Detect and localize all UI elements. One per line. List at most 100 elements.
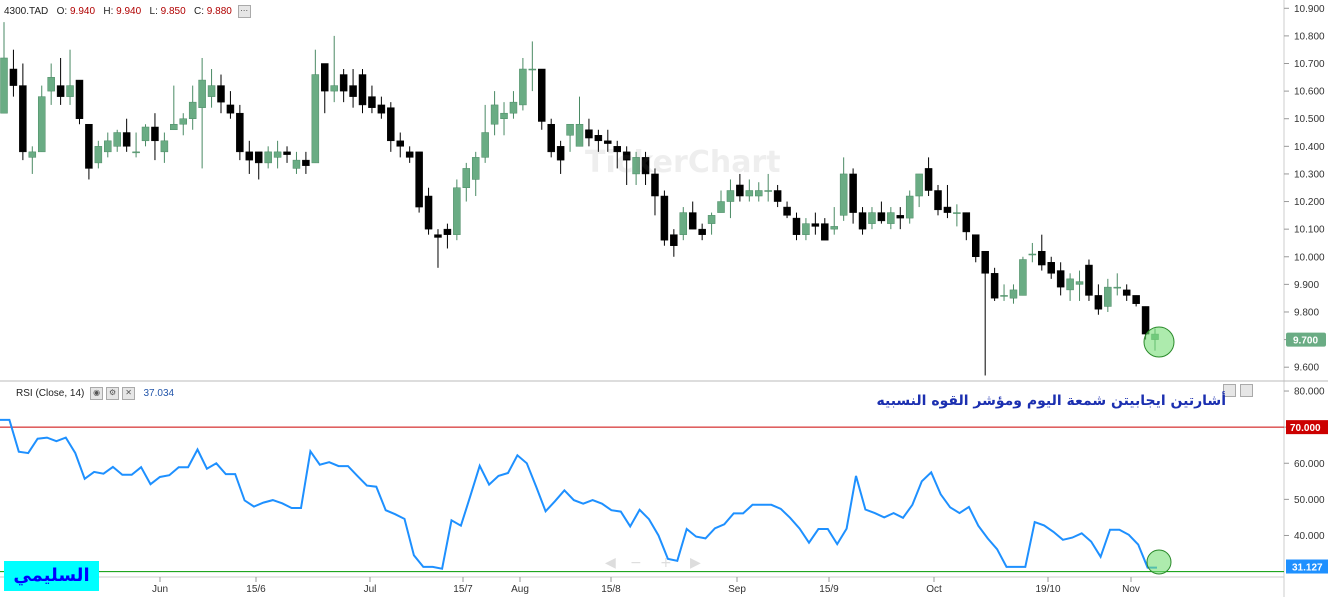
zoom-out-icon[interactable]: − — [630, 555, 642, 571]
time-tick-label: Sep — [728, 584, 746, 595]
candle-down — [245, 151, 254, 161]
candle-up — [500, 112, 508, 119]
time-tick-label: Oct — [926, 584, 942, 595]
candle-up — [1113, 286, 1122, 289]
candle-down — [990, 273, 999, 299]
candle-up — [179, 118, 188, 125]
candle-down — [358, 74, 367, 106]
rsi-last-box — [1286, 559, 1328, 574]
candle-up — [47, 77, 55, 92]
high-value: 9.940 — [116, 6, 142, 18]
low-label: L: — [149, 6, 158, 18]
rsi-line — [0, 418, 1157, 570]
candle-down — [56, 85, 65, 97]
candle-down — [604, 140, 612, 144]
candle-down — [85, 123, 93, 169]
hide-indicator-icon[interactable]: ◉ — [90, 387, 104, 400]
candle-down — [151, 126, 159, 142]
price-header: 4300.TAD O: 9.940 H: 9.940 L: 9.850 C: 9… — [4, 5, 251, 18]
candle-up — [726, 190, 735, 202]
maximize-panel-icon[interactable] — [1240, 384, 1253, 397]
time-tick-label: 15/6 — [246, 584, 266, 595]
rsi-value: 37.034 — [143, 388, 175, 400]
candle-down — [821, 223, 829, 241]
price-tick-label: 10.300 — [1294, 169, 1325, 180]
rsi-params: (Close, 14) — [35, 388, 85, 400]
time-axis: Jun 15/6 Jul 15/7 Aug 15/8 Sep 15/9 Oct 19/10 Nov — [152, 577, 1140, 595]
candle-up — [519, 68, 527, 106]
high-label: H: — [103, 6, 114, 18]
candle-down — [19, 85, 27, 153]
rsi-header: RSI (Close, 14) ◉ ⚙ ✕ 37.034 — [16, 387, 174, 400]
annotation-text: أشارتين ايجابيتن شمعة اليوم ومؤشر القوه … — [876, 393, 1226, 409]
scroll-right-icon[interactable]: ▶ — [690, 555, 701, 571]
candle-up — [292, 159, 301, 169]
close-label: C: — [194, 6, 205, 18]
today-candle-highlight — [1143, 326, 1175, 358]
time-tick-label: Jun — [152, 584, 168, 595]
candle-down — [1047, 262, 1055, 274]
settings-icon[interactable]: ⚙ — [106, 387, 120, 400]
price-tick-label: 10.100 — [1294, 225, 1325, 236]
price-tick-label: 10.000 — [1294, 252, 1325, 263]
candle-up — [462, 168, 471, 188]
candle-down — [1122, 289, 1131, 296]
candle-down — [405, 151, 414, 158]
close-icon[interactable]: ✕ — [122, 387, 136, 400]
candle-up — [160, 140, 169, 153]
more-icon[interactable]: ⋯ — [237, 5, 251, 18]
candle-up — [188, 101, 197, 119]
candle-down — [641, 157, 650, 175]
candle-down — [651, 173, 659, 197]
candle-down — [670, 234, 678, 246]
rsi-highlight — [1146, 549, 1172, 575]
rsi-tick-label: 80.000 — [1294, 387, 1325, 398]
candle-down — [1056, 270, 1065, 288]
time-tick-label: 19/10 — [1035, 584, 1060, 595]
rsi-tick-label: 50.000 — [1294, 495, 1325, 506]
candle-up — [28, 151, 37, 158]
price-tick-label: 9.800 — [1294, 307, 1319, 318]
candle-down — [924, 168, 933, 191]
nav-controls[interactable]: ◀ − + ▶ — [605, 555, 701, 571]
candle-down — [962, 212, 971, 233]
candle-down — [773, 190, 782, 202]
candle-up — [1000, 295, 1008, 297]
candle-down — [339, 74, 348, 92]
price-tick-label: 9.600 — [1294, 363, 1319, 374]
candle-down — [415, 151, 423, 208]
candle-up — [887, 212, 895, 224]
candle-up — [745, 190, 754, 197]
candle-up — [830, 226, 838, 230]
candle-up — [566, 123, 574, 136]
open-label: O: — [56, 6, 68, 18]
minimize-panel-icon[interactable] — [1223, 384, 1236, 397]
candle-up — [868, 212, 876, 224]
candle-up — [1066, 278, 1074, 291]
rsi-last-label: 31.127 — [1292, 563, 1323, 574]
candle-down — [302, 159, 310, 166]
candle-down — [236, 112, 244, 153]
candle-down — [547, 123, 555, 153]
zoom-in-icon[interactable]: + — [660, 555, 672, 571]
last-price-box — [1286, 332, 1326, 347]
candle-down — [538, 68, 546, 122]
last-price-label: 9.700 — [1293, 336, 1318, 347]
candle-up — [905, 195, 914, 219]
candle-down — [622, 151, 631, 161]
price-tick-label: 10.600 — [1294, 87, 1325, 98]
candle-down — [858, 212, 867, 230]
candle-up — [764, 190, 772, 192]
candle-up — [755, 190, 763, 197]
candle-down — [943, 206, 952, 213]
candle-down — [1141, 306, 1150, 335]
price-tick-label: 10.800 — [1294, 31, 1325, 42]
candle-down — [556, 146, 565, 161]
candle-up — [679, 212, 688, 235]
time-tick-label: 15/7 — [453, 584, 473, 595]
scroll-left-icon[interactable]: ◀ — [605, 555, 616, 571]
candle-up — [717, 201, 725, 213]
candle-down — [660, 195, 669, 241]
candle-down — [877, 212, 886, 222]
